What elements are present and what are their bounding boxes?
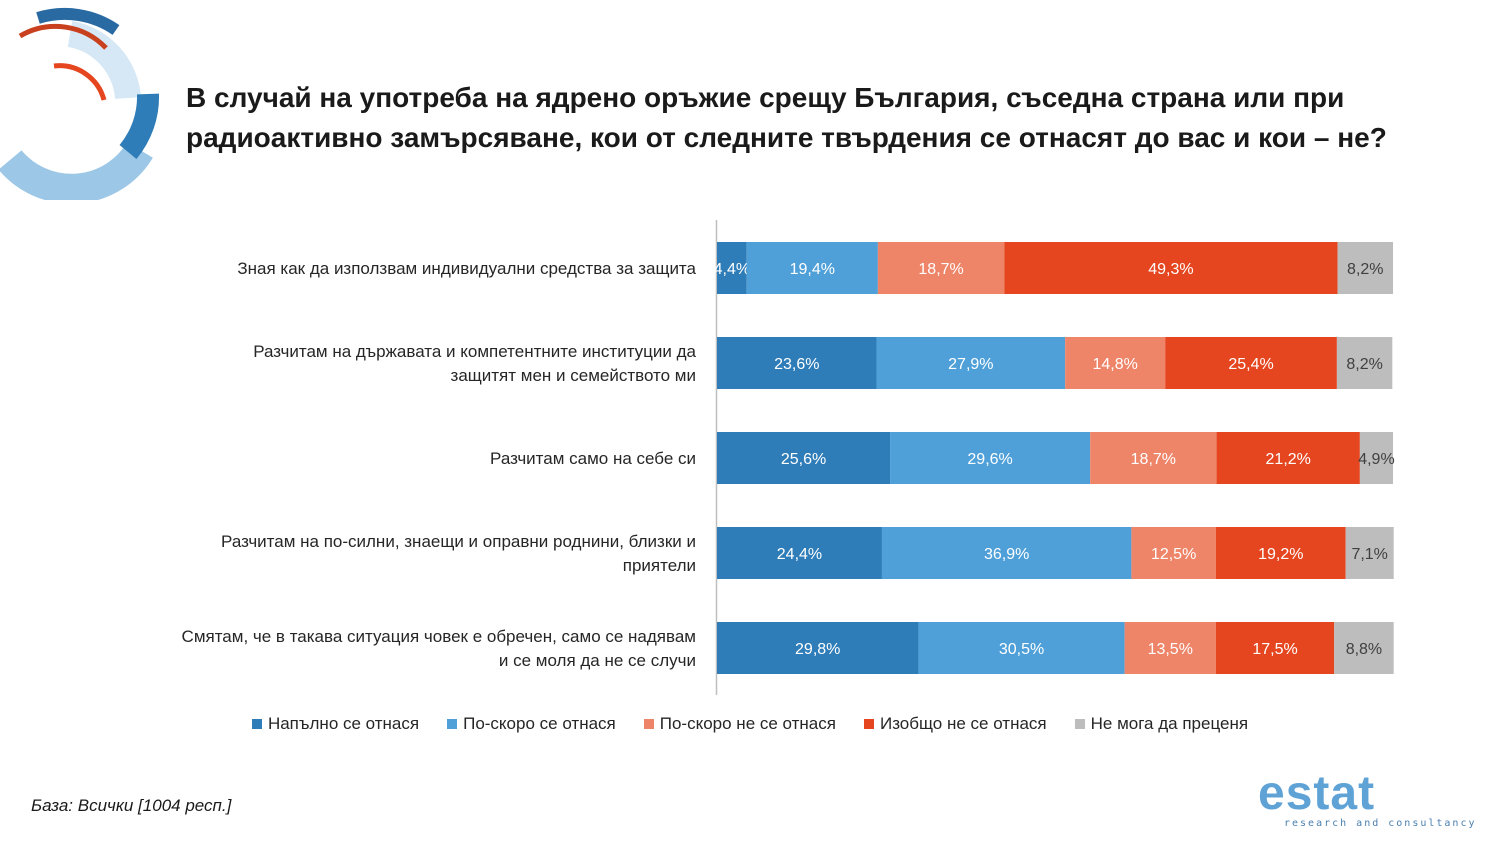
legend-item: По-скоро се отнася — [447, 714, 616, 734]
bar-segment — [746, 242, 878, 294]
category-label-line: Разчитам само на себе си — [490, 449, 696, 468]
category-label: Зная как да използвам индивидуални средс… — [237, 259, 696, 278]
legend-swatch — [1074, 719, 1085, 729]
data-label: 17,5% — [1252, 641, 1297, 658]
title-line-2: радиоактивно замърсяване, кои от следнит… — [186, 122, 1387, 153]
bar-segment — [1345, 527, 1394, 579]
data-label: 8,2% — [1346, 356, 1382, 373]
bar-segment — [1215, 622, 1335, 674]
data-label: 8,2% — [1347, 261, 1383, 278]
logo-wordmark: estat — [1258, 767, 1376, 820]
bar-segment — [890, 432, 1091, 484]
logo-subtitle: research and consultancy — [1284, 818, 1477, 829]
bar-segment — [881, 527, 1132, 579]
chart-legend: Напълно се отнася По-скоро се отнася По-ск… — [0, 714, 1500, 734]
data-label: 19,4% — [790, 261, 835, 278]
brand-arcs-graphic — [0, 7, 160, 200]
legend-item: По-скоро не се отнася — [643, 714, 836, 734]
bar-segment — [1131, 527, 1216, 579]
bar-segment — [717, 432, 891, 484]
data-label: 23,6% — [774, 356, 819, 373]
data-label: 49,3% — [1148, 261, 1193, 278]
bar-segment — [1337, 242, 1393, 294]
category-label-line: Зная как да използвам индивидуални средс… — [237, 259, 696, 278]
bar-segment — [1336, 337, 1393, 389]
category-label-line: Разчитам на държавата и компетентните ин… — [253, 342, 696, 361]
data-label: 7,1% — [1351, 546, 1387, 563]
page-title: В случай на употреба на ядрено оръжие ср… — [186, 78, 1466, 158]
bar-segment — [717, 622, 919, 674]
data-label: 36,9% — [984, 546, 1029, 563]
bar-segment — [717, 337, 877, 389]
arc-pale-blue — [67, 21, 141, 100]
category-label-line: Смятам, че в такава ситуация човек е обр… — [182, 627, 696, 646]
legend-label: По-скоро се отнася — [463, 714, 616, 733]
bar-segment — [1124, 622, 1216, 674]
bar-segment — [1165, 337, 1337, 389]
legend-item: Не мога да преценя — [1074, 714, 1249, 734]
arc-red-1 — [18, 23, 108, 50]
data-label: 4,4% — [714, 261, 750, 278]
estat-logo: estat research and consultancy — [1258, 767, 1478, 832]
legend-item: Напълно се отнася — [251, 714, 420, 734]
bar-segment — [876, 337, 1066, 389]
data-label: 14,8% — [1092, 356, 1137, 373]
category-label: Разчитам само на себе си — [490, 449, 696, 468]
bar-segment — [1334, 622, 1394, 674]
bar-segment — [1004, 242, 1338, 294]
category-label-line: и се моля да не се случи — [499, 651, 696, 670]
legend-item: Изобщо не се отнася — [863, 714, 1047, 734]
base-note: База: Всички [1004 респ.] — [31, 796, 232, 815]
data-label: 27,9% — [948, 356, 993, 373]
data-label: 13,5% — [1148, 641, 1193, 658]
legend-label: По-скоро не се отнася — [659, 714, 836, 733]
legend-label: Напълно се отнася — [267, 714, 420, 733]
title-line-1: В случай на употреба на ядрено оръжие ср… — [186, 82, 1345, 113]
bar-segment — [918, 622, 1125, 674]
legend-swatch — [251, 719, 262, 729]
data-label: 8,8% — [1346, 641, 1382, 658]
legend-swatch — [863, 719, 874, 729]
data-label: 12,5% — [1151, 546, 1196, 563]
bar-segment — [1090, 432, 1217, 484]
arc-red-2 — [53, 63, 107, 101]
legend-swatch — [643, 719, 654, 729]
data-label: 18,7% — [1131, 451, 1176, 468]
category-label-line: Разчитам на по-силни, знаещи и оправни р… — [221, 532, 696, 551]
category-label-line: защитят мен и семейството ми — [451, 366, 696, 385]
bar-segment — [1216, 432, 1360, 484]
data-label: 24,4% — [777, 546, 822, 563]
arc-dark-blue-right — [119, 93, 160, 160]
data-label: 19,2% — [1258, 546, 1303, 563]
legend-label: Изобщо не се отнася — [879, 714, 1047, 733]
data-label: 21,2% — [1266, 451, 1311, 468]
category-label: Разчитам на държавата и компетентните ин… — [253, 342, 696, 385]
bar-segment — [717, 527, 882, 579]
stacked-bar-chart: Зная как да използвам индивидуални средс… — [182, 220, 1395, 695]
data-label: 4,9% — [1358, 451, 1394, 468]
data-label: 30,5% — [999, 641, 1044, 658]
bar-segment — [877, 242, 1005, 294]
arc-dark-blue-top — [36, 7, 120, 36]
data-label: 29,8% — [795, 641, 840, 658]
bar-segment — [1215, 527, 1346, 579]
category-label-line: приятели — [623, 556, 696, 575]
category-label: Смятам, че в такава ситуация човек е обр… — [182, 627, 696, 670]
data-label: 29,6% — [967, 451, 1012, 468]
category-label: Разчитам на по-силни, знаещи и оправни р… — [221, 532, 696, 575]
data-label: 25,6% — [781, 451, 826, 468]
legend-swatch — [447, 719, 458, 729]
bar-segment — [1065, 337, 1166, 389]
data-label: 25,4% — [1228, 356, 1273, 373]
arc-light-blue-large — [0, 141, 153, 200]
legend-label: Не мога да преценя — [1090, 714, 1249, 733]
bar-segment — [717, 242, 747, 294]
data-label: 18,7% — [918, 261, 963, 278]
bar-segment — [1359, 432, 1393, 484]
